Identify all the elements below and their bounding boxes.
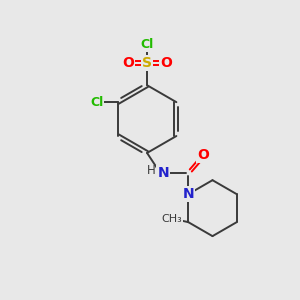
- Text: Cl: Cl: [140, 38, 154, 51]
- Text: H: H: [146, 164, 155, 177]
- Text: N: N: [158, 166, 169, 180]
- Text: Cl: Cl: [90, 96, 103, 109]
- Text: S: S: [142, 56, 152, 70]
- Text: N: N: [182, 187, 194, 201]
- Text: O: O: [197, 148, 209, 162]
- Text: O: O: [122, 56, 134, 70]
- Text: CH₃: CH₃: [162, 214, 182, 224]
- Text: O: O: [160, 56, 172, 70]
